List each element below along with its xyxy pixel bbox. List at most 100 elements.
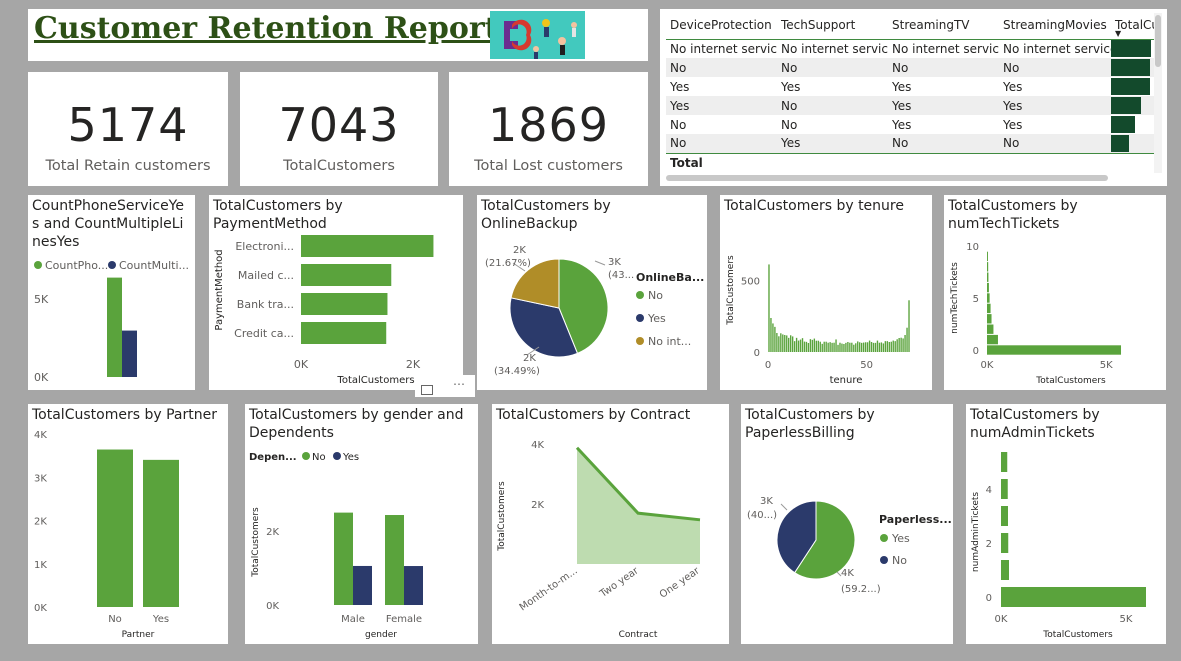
table-cell: Yes xyxy=(888,96,999,115)
table-row[interactable]: No internet service No internet service No… xyxy=(666,39,1154,58)
contract-card[interactable]: TotalCustomers by Contract 4K 2K Month-to-… xyxy=(492,404,729,644)
ticket-bar xyxy=(1001,506,1008,526)
tenure-bar xyxy=(793,341,796,352)
table-cell: Yes xyxy=(892,79,912,94)
gender-dependents-card[interactable]: TotalCustomers by gender and Dependents … xyxy=(245,404,478,644)
data-bar xyxy=(1111,59,1151,76)
tenure-bar xyxy=(817,340,819,352)
tenure-bar xyxy=(774,326,776,352)
more-options-icon[interactable]: ⋯ xyxy=(453,377,466,391)
y-axis-title: PaymentMethod xyxy=(214,249,225,330)
legend-marker xyxy=(636,291,644,299)
payment-method-title: TotalCustomers by PaymentMethod xyxy=(213,198,343,232)
tenure-bar xyxy=(831,342,833,352)
partner-card[interactable]: TotalCustomers by Partner 4K 3K 2K 1K 0K No Ye… xyxy=(28,404,228,644)
admin-tickets-card[interactable]: TotalCustomers by numAdminTickets 4 2 0 0K 5… xyxy=(966,404,1166,644)
column-header-totalcustomers[interactable]: TotalCu ▼ xyxy=(1111,11,1154,39)
services-table-card[interactable]: DeviceProtection TechSupport StreamingTV… xyxy=(660,9,1167,186)
payment-method-card[interactable]: TotalCustomers by PaymentMethod Electron… xyxy=(209,195,463,390)
tech-tickets-card[interactable]: TotalCustomers by numTechTickets 10 5 0 0K 5… xyxy=(944,195,1166,390)
admin-tickets-title: TotalCustomers by numAdminTickets xyxy=(970,407,1100,441)
admin-tickets-chart: 4 2 00K 5K TotalCustomers numAdminTickets xyxy=(971,452,1146,640)
tenure-bar xyxy=(833,342,835,352)
table-cell: Yes xyxy=(892,117,912,132)
data-label: (21.67%) xyxy=(485,258,531,269)
table-cell: No xyxy=(888,58,999,77)
x-tick-label: Female xyxy=(386,614,422,625)
report-title-card: Customer Retention Report xyxy=(28,9,648,61)
kpi-card-lost[interactable]: 1869 Total Lost customers xyxy=(449,72,648,186)
y-tick-label: 0K xyxy=(34,603,47,614)
bar-2 xyxy=(301,293,388,315)
paperless-billing-chart: 4K (59.2...) 3K (40...) Paperless... Yes No xyxy=(747,496,952,595)
column-header-streamingtv[interactable]: StreamingTV xyxy=(892,17,970,32)
partner-bar-yes xyxy=(143,459,179,607)
paperless-billing-card[interactable]: TotalCustomers by PaperlessBilling 4K (59… xyxy=(741,404,953,644)
bar-no-female xyxy=(385,515,404,605)
y-axis-title: TotalCustomers xyxy=(497,481,507,552)
tenure-bar xyxy=(845,342,847,352)
ticket-bar xyxy=(987,324,994,334)
bar-1 xyxy=(301,264,392,286)
table-row[interactable]: No Yes No No xyxy=(666,134,1154,153)
contract-chart: 4K 2K Month-to-m... Two year One year Contrac… xyxy=(497,440,702,640)
legend-marker xyxy=(636,337,644,345)
bar-phone-service xyxy=(107,277,122,377)
tenure-bar xyxy=(849,342,851,352)
legend-label: No xyxy=(892,554,907,567)
phone-services-card[interactable]: CountPhoneServiceYes and CountMultipleLi… xyxy=(28,195,195,390)
tenure-bar xyxy=(786,335,788,352)
bar-yes-male xyxy=(353,565,372,605)
tenure-bar xyxy=(904,335,906,352)
column-header-streamingmovies[interactable]: StreamingMovies xyxy=(1003,17,1107,32)
table-cell-databar xyxy=(1111,77,1154,96)
table-cell: Yes xyxy=(1003,79,1023,94)
data-label: 4K xyxy=(841,568,854,579)
table-row[interactable]: Yes Yes Yes Yes xyxy=(666,77,1154,96)
table-header-row: DeviceProtection TechSupport StreamingTV… xyxy=(666,11,1154,39)
column-header-techsupport[interactable]: TechSupport xyxy=(781,17,856,32)
data-bar xyxy=(1111,116,1136,133)
online-backup-card[interactable]: TotalCustomers by OnlineBackup 3K (43... 2… xyxy=(477,195,707,390)
horizontal-scrollbar[interactable] xyxy=(666,175,1108,181)
table-row[interactable]: No No No No xyxy=(666,58,1154,77)
focus-mode-icon[interactable] xyxy=(421,385,433,395)
table-cell: No internet service xyxy=(892,41,999,56)
vertical-scrollbar[interactable] xyxy=(1154,13,1162,173)
tenure-bar xyxy=(890,341,892,352)
y-tick-label: 5 xyxy=(973,294,979,305)
tenure-bar xyxy=(880,342,883,352)
tenure-card[interactable]: TotalCustomers by tenure 500 0 0 50 tenure To… xyxy=(720,195,932,390)
legend-marker-yes xyxy=(333,452,341,460)
tenure-bar xyxy=(874,342,877,352)
backup-slice-2 xyxy=(510,258,560,309)
table-cell: Yes xyxy=(670,79,690,94)
tenure-bar xyxy=(886,341,889,352)
column-header-deviceprotection[interactable]: DeviceProtection xyxy=(670,17,772,32)
table-row[interactable]: Yes No Yes Yes xyxy=(666,96,1154,115)
data-bar xyxy=(1111,97,1142,114)
tenure-bar xyxy=(857,341,859,352)
tech-tickets-title: TotalCustomers by numTechTickets xyxy=(948,198,1078,232)
kpi-label-lost: Total Lost customers xyxy=(474,158,623,174)
table-total-row: Total xyxy=(666,152,1154,172)
bar-3 xyxy=(301,322,387,344)
kpi-card-retained[interactable]: 5174 Total Retain customers xyxy=(28,72,228,186)
tenure-bar xyxy=(843,344,845,352)
tenure-bar xyxy=(888,342,890,352)
table-row[interactable]: No No Yes Yes xyxy=(666,115,1154,134)
x-tick-label: 2K xyxy=(406,358,421,371)
table-cell: No xyxy=(666,58,777,77)
category-label: Credit ca... xyxy=(234,327,294,340)
tenure-chart: 500 00 50 tenure TotalCustomers xyxy=(726,255,910,386)
table-cell-databar xyxy=(1111,115,1154,134)
legend-title: Depen... xyxy=(249,452,297,463)
partner-title: TotalCustomers by Partner xyxy=(32,407,217,423)
kpi-card-total[interactable]: 7043 TotalCustomers xyxy=(240,72,438,186)
table-cell: Yes xyxy=(999,96,1111,115)
ticket-bar xyxy=(987,345,1122,355)
vertical-scrollbar-thumb[interactable] xyxy=(1155,15,1161,67)
backup-slice-1 xyxy=(509,297,579,358)
tenure-bar xyxy=(801,338,804,352)
